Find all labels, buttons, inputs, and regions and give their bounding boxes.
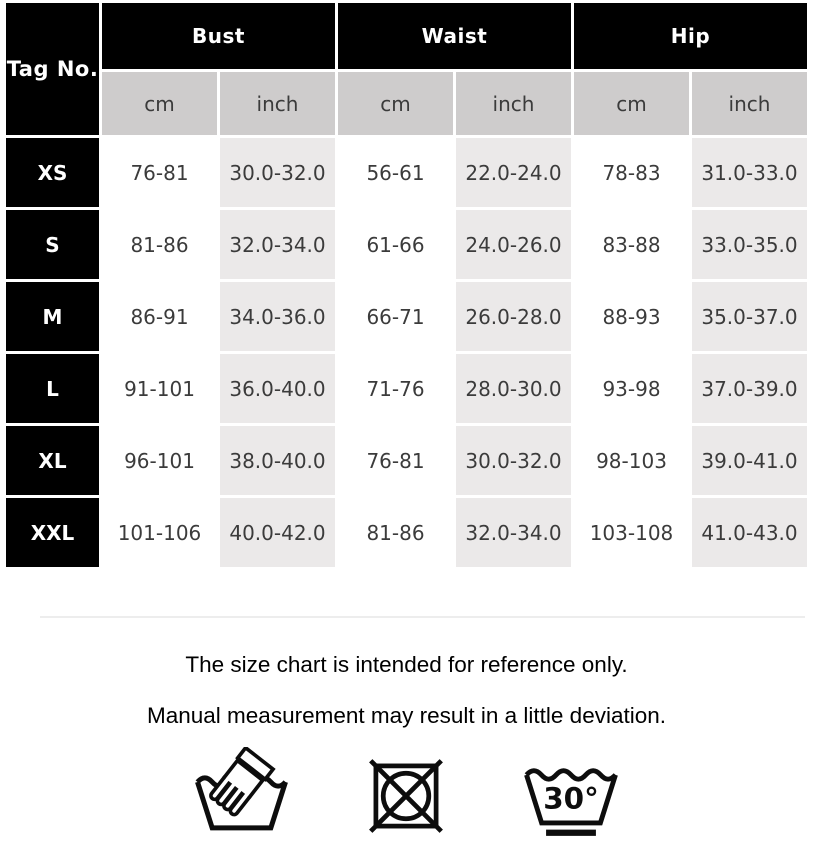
table-cell: 24.0-26.0 (456, 210, 571, 279)
table-cell: 33.0-35.0 (692, 210, 807, 279)
size-label: S (6, 210, 99, 279)
unit-header: inch (692, 72, 807, 135)
unit-header: cm (102, 72, 217, 135)
table-cell: 76-81 (102, 138, 217, 207)
table-cell: 98-103 (574, 426, 689, 495)
note-manual-measurement: Manual measurement may result in a littl… (147, 703, 666, 728)
table-cell: 76-81 (338, 426, 453, 495)
unit-header: cm (338, 72, 453, 135)
table-cell: 26.0-28.0 (456, 282, 571, 351)
table-cell: 41.0-43.0 (692, 498, 807, 567)
size-label: XS (6, 138, 99, 207)
unit-header: inch (456, 72, 571, 135)
hand-shape (209, 747, 276, 817)
table-cell: 78-83 (574, 138, 689, 207)
unit-header-row: cm inch cm inch cm inch (6, 72, 807, 135)
size-label: XL (6, 426, 99, 495)
size-label: M (6, 282, 99, 351)
table-cell: 28.0-30.0 (456, 354, 571, 423)
table-row-l: L 91-101 36.0-40.0 71-76 28.0-30.0 93-98… (6, 354, 807, 423)
do-not-tumble-dry-icon (369, 759, 443, 833)
table-cell: 34.0-36.0 (220, 282, 335, 351)
table-cell: 81-86 (102, 210, 217, 279)
table-cell: 22.0-24.0 (456, 138, 571, 207)
machine-wash-30-icon: 30° (524, 768, 618, 836)
table-cell: 32.0-34.0 (220, 210, 335, 279)
table-cell: 32.0-34.0 (456, 498, 571, 567)
table-cell: 71-76 (338, 354, 453, 423)
group-header-bust: Bust (102, 3, 335, 69)
wash-temp-label: 30° (543, 782, 599, 816)
table-cell: 31.0-33.0 (692, 138, 807, 207)
table-cell: 56-61 (338, 138, 453, 207)
table-cell: 30.0-32.0 (220, 138, 335, 207)
table-cell: 103-108 (574, 498, 689, 567)
size-label: L (6, 354, 99, 423)
table-cell: 96-101 (102, 426, 217, 495)
hand-wash-icon (195, 747, 288, 831)
table-cell: 37.0-39.0 (692, 354, 807, 423)
table-cell: 86-91 (102, 282, 217, 351)
table-row-s: S 81-86 32.0-34.0 61-66 24.0-26.0 83-88 … (6, 210, 807, 279)
table-cell: 66-71 (338, 282, 453, 351)
table-cell: 30.0-32.0 (456, 426, 571, 495)
table-cell: 81-86 (338, 498, 453, 567)
note-reference-only: The size chart is intended for reference… (185, 652, 628, 677)
table-row-m: M 86-91 34.0-36.0 66-71 26.0-28.0 88-93 … (6, 282, 807, 351)
table-cell: 88-93 (574, 282, 689, 351)
table-cell: 83-88 (574, 210, 689, 279)
table-cell: 61-66 (338, 210, 453, 279)
table-cell: 35.0-37.0 (692, 282, 807, 351)
unit-header: inch (220, 72, 335, 135)
corner-header-tag-no: Tag No. (6, 3, 99, 135)
divider-line (40, 616, 805, 618)
table-cell: 101-106 (102, 498, 217, 567)
table-row-xl: XL 96-101 38.0-40.0 76-81 30.0-32.0 98-1… (6, 426, 807, 495)
table-cell: 36.0-40.0 (220, 354, 335, 423)
table-cell: 91-101 (102, 354, 217, 423)
table-row-xxl: XXL 101-106 40.0-42.0 81-86 32.0-34.0 10… (6, 498, 807, 567)
table-cell: 38.0-40.0 (220, 426, 335, 495)
table-cell: 40.0-42.0 (220, 498, 335, 567)
table-cell: 93-98 (574, 354, 689, 423)
care-symbols-row: 30° (0, 747, 813, 839)
size-chart-table: Tag No. Bust Waist Hip cm inch cm inch c… (3, 0, 810, 570)
size-label: XXL (6, 498, 99, 567)
table-row-xs: XS 76-81 30.0-32.0 56-61 22.0-24.0 78-83… (6, 138, 807, 207)
group-header-hip: Hip (574, 3, 807, 69)
group-header-waist: Waist (338, 3, 571, 69)
unit-header: cm (574, 72, 689, 135)
table-cell: 39.0-41.0 (692, 426, 807, 495)
group-header-row: Tag No. Bust Waist Hip (6, 3, 807, 135)
